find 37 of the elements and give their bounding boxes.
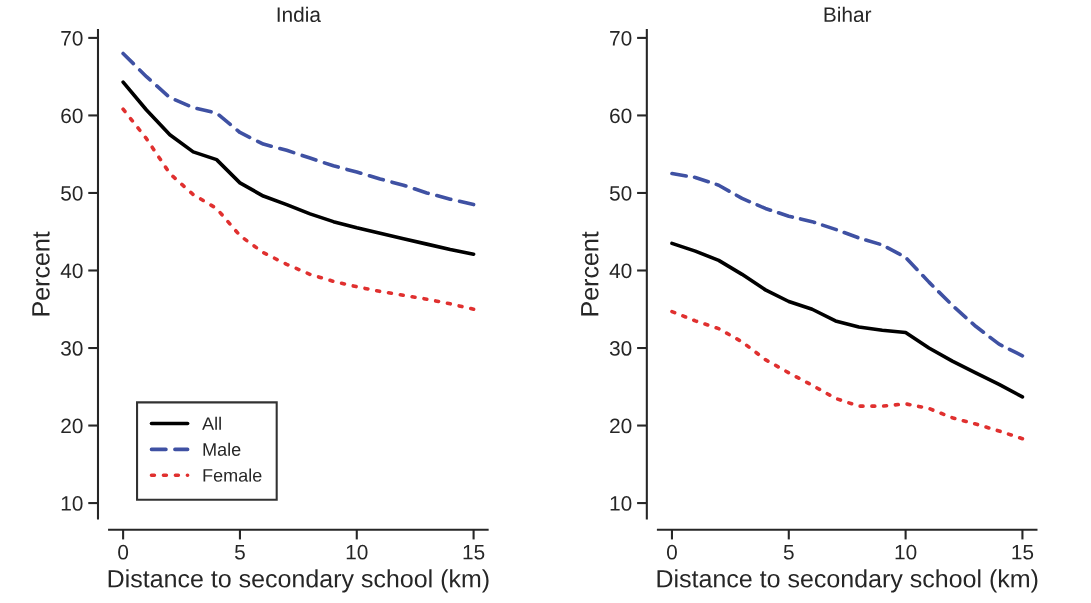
x-tick-label: 5 [783, 545, 794, 560]
line-series [121, 107, 476, 312]
x-tick-label: 5 [234, 545, 245, 560]
line-series [670, 309, 1025, 441]
y-tick-label: 20 [61, 418, 83, 434]
line-series [670, 241, 1025, 399]
legend-label: All [202, 416, 221, 430]
legend-label: Male [203, 442, 241, 456]
line-series [121, 51, 476, 207]
y-tick-label: 30 [61, 341, 83, 356]
y-tick-label: 70 [610, 30, 632, 46]
x-tick-label: 0 [666, 544, 677, 560]
line-series [670, 171, 1025, 358]
x-axis-title: Distance to secondary school (km) [657, 569, 1038, 593]
y-tick-label: 10 [61, 496, 83, 511]
y-tick-label: 50 [609, 185, 632, 201]
y-tick-label: 10 [610, 496, 632, 511]
x-tick-label: 10 [346, 544, 368, 560]
chart-title: Bihar [824, 6, 872, 23]
y-tick-label: 60 [61, 108, 83, 124]
x-tick-label: 0 [118, 544, 129, 560]
line-series [121, 80, 476, 257]
x-axis-title: Distance to secondary school (km) [108, 569, 489, 593]
x-tick-label: 15 [463, 545, 485, 560]
y-tick-label: 40 [609, 263, 632, 279]
y-tick-label: 50 [61, 185, 83, 201]
chart-title: India [277, 6, 321, 23]
y-tick-label: 60 [610, 108, 632, 124]
y-axis-title: Percent [581, 231, 599, 316]
y-axis-title: Percent [32, 231, 50, 316]
y-tick-label: 20 [610, 418, 632, 434]
x-tick-label: 10 [895, 544, 917, 560]
y-tick-label: 30 [609, 341, 632, 356]
x-tick-label: 15 [1012, 545, 1034, 560]
y-tick-label: 70 [61, 30, 83, 46]
legend-label: Female [203, 468, 262, 482]
y-tick-label: 40 [60, 263, 83, 279]
